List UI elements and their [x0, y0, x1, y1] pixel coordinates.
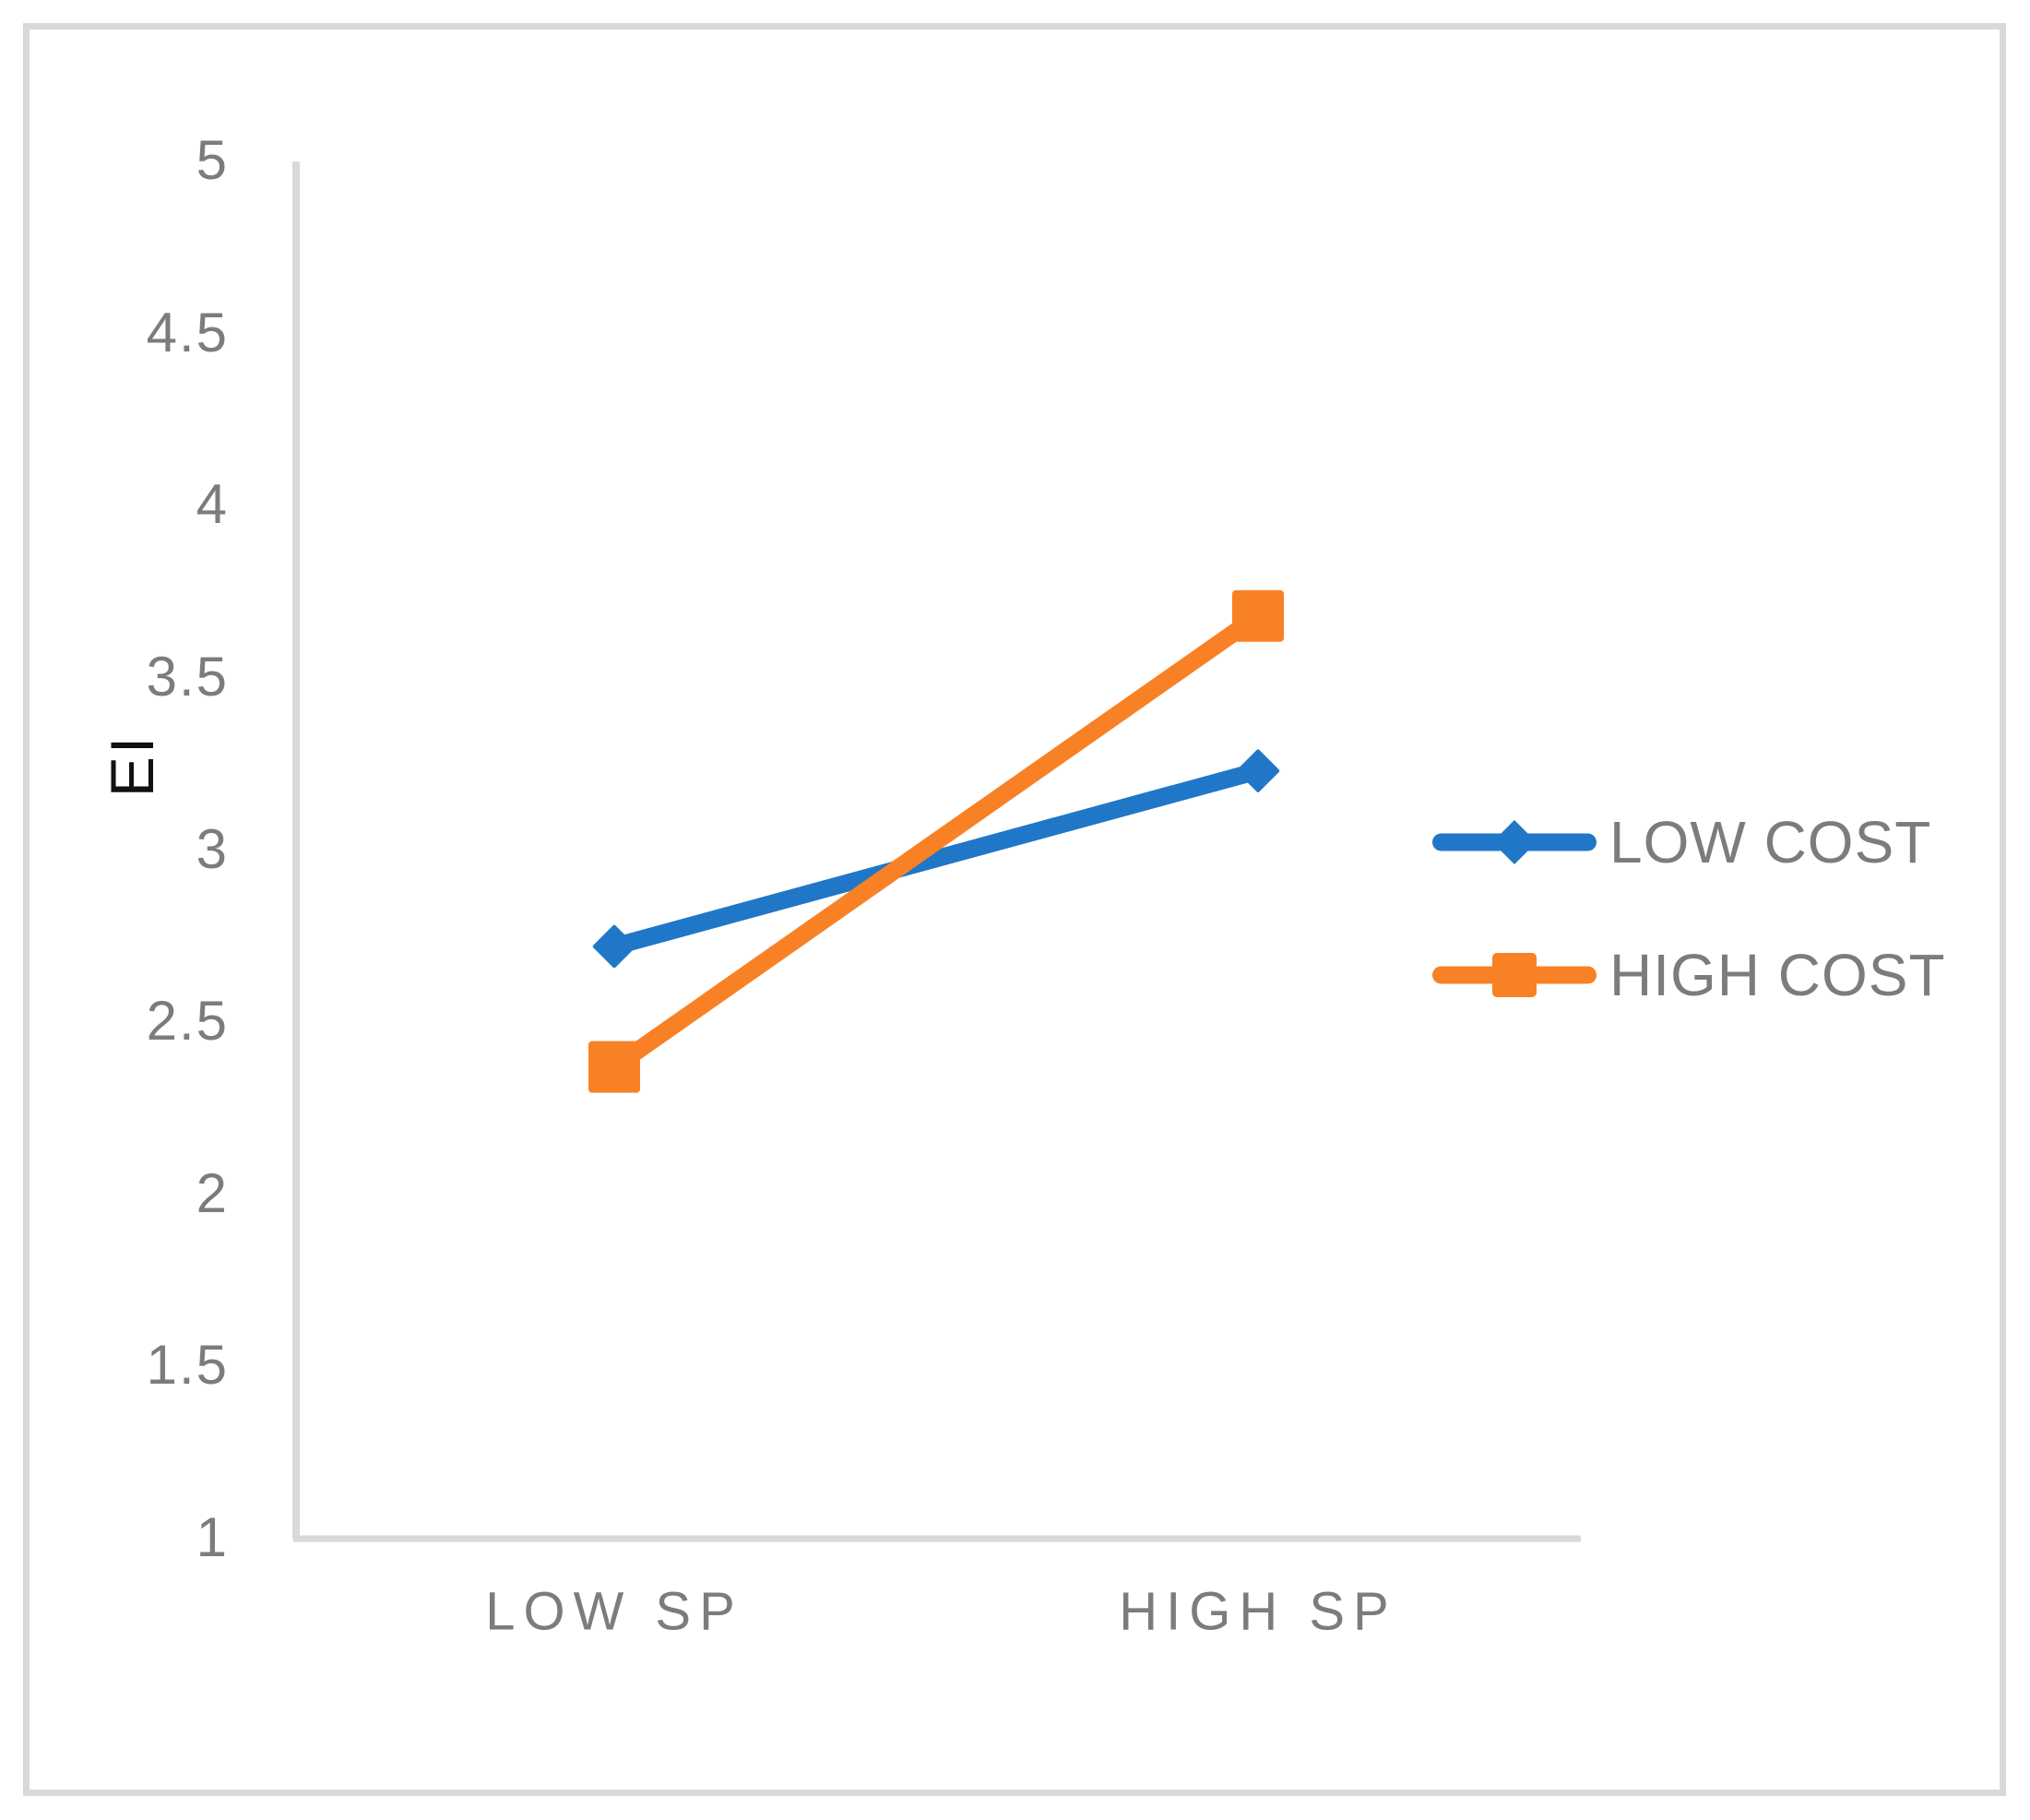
- legend-item: HIGH COST: [1432, 909, 1946, 1041]
- chart-frame: [23, 23, 2006, 1796]
- y-axis-title: EI: [98, 733, 166, 798]
- y-tick-label: 4: [196, 473, 229, 536]
- series-line: [605, 607, 1267, 1077]
- y-tick-label: 1.5: [146, 1334, 229, 1397]
- y-tick-label: 3.5: [146, 645, 229, 708]
- y-tick-label: 5: [196, 129, 229, 192]
- y-tick-label: 3: [196, 817, 229, 880]
- legend-item: LOW COST: [1432, 776, 1946, 909]
- data-point-square: [1232, 589, 1284, 642]
- data-point-diamond: [1236, 749, 1280, 792]
- legend-swatch: [1432, 796, 1597, 888]
- data-point-diamond: [592, 924, 636, 969]
- y-tick-label: 1: [196, 1506, 229, 1569]
- data-point-square: [588, 1041, 640, 1093]
- legend: LOW COST HIGH COST: [1432, 776, 1946, 1041]
- series-line: [605, 762, 1267, 956]
- y-tick-label: 4.5: [146, 301, 229, 363]
- legend-label: HIGH COST: [1609, 942, 1946, 1008]
- y-tick-label: 2: [196, 1161, 229, 1224]
- square-marker-icon: [1492, 953, 1537, 997]
- legend-label: LOW COST: [1609, 809, 1932, 875]
- legend-swatch: [1432, 929, 1597, 1021]
- x-category-label: HIGH SP: [1119, 1581, 1397, 1642]
- y-tick-label: 2.5: [146, 990, 229, 1053]
- diamond-marker-icon: [1491, 819, 1537, 865]
- x-category-label: LOW SP: [485, 1581, 743, 1642]
